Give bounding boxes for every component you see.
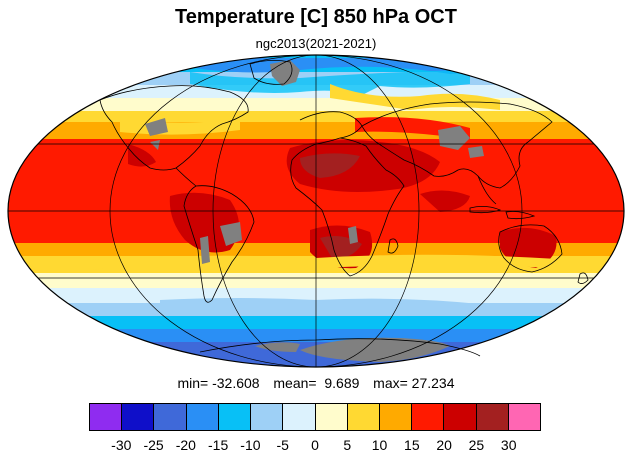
colorbar-tick-label: -10 [240, 437, 261, 453]
colorbar-swatch [444, 404, 477, 430]
temperature-map [7, 54, 625, 368]
colorbar-swatch [283, 404, 316, 430]
colorbar-tick-label: 5 [343, 437, 352, 453]
colorbar-tick-label: -25 [143, 437, 164, 453]
colorbar-tick-label: 10 [371, 437, 388, 453]
colorbar-tick-label: -30 [111, 437, 132, 453]
colorbar-tick-label: -20 [175, 437, 196, 453]
colorbar-tick-label: 25 [468, 437, 485, 453]
stat-max: max= 27.234 [373, 375, 455, 391]
stats-line: min= -32.608 mean= 9.689 max= 27.234 [0, 375, 632, 391]
colorbar-swatch [347, 404, 380, 430]
colorbar-tick-label: -15 [208, 437, 229, 453]
colorbar-swatch [379, 404, 413, 430]
plot-title: Temperature [C] 850 hPa OCT [175, 6, 457, 28]
map-outline [7, 54, 625, 368]
colorbar-swatch [218, 404, 252, 430]
colorbar-swatch [412, 404, 445, 430]
colorbar-swatch [186, 404, 219, 430]
colorbar-swatch [315, 404, 348, 430]
plot-subtitle: ngc2013(2021-2021) [255, 36, 377, 51]
colorbar-tick-label: 0 [311, 437, 319, 453]
coastlines [99, 60, 589, 357]
colorbar-tick-label: 15 [404, 437, 420, 453]
colorbar-tick-label: -5 [276, 437, 289, 453]
colorbar [89, 403, 541, 431]
colorbar-swatch [154, 404, 187, 430]
colorbar-swatch [90, 404, 123, 430]
colorbar-swatch [508, 404, 541, 430]
stat-min: min= -32.608 [177, 375, 260, 391]
stat-mean: mean= 9.689 [273, 375, 360, 391]
colorbar-tick-label: 20 [436, 437, 452, 453]
colorbar-tick-label: 30 [500, 437, 517, 453]
colorbar-swatch [251, 404, 284, 430]
colorbar-swatch [476, 404, 509, 430]
colorbar-swatch [122, 404, 155, 430]
colorbar-ticks: -30 -25 -20 -15 -10 -5 0 5 10 15 20 25 30 [0, 437, 632, 457]
